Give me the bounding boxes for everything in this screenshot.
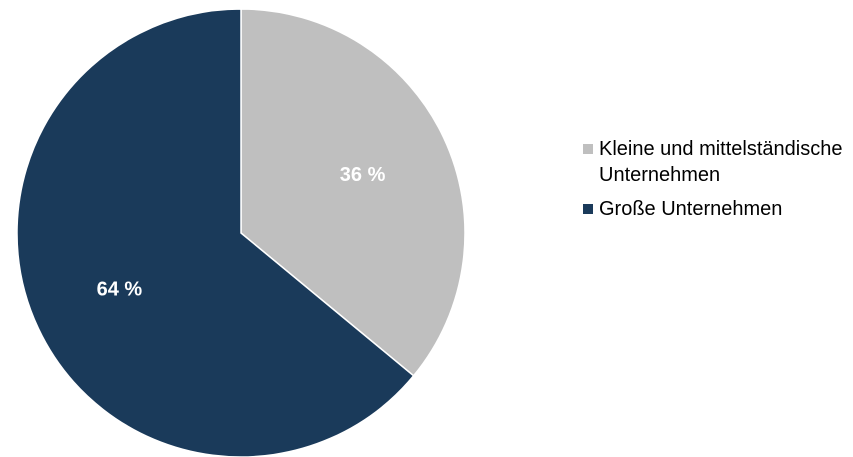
pie-slice-label-1: 64 % (97, 279, 143, 301)
legend-swatch-large (583, 204, 593, 214)
pie-labels: 36 % 64 % (97, 164, 386, 300)
legend: Kleine und mittelständische Unternehmen … (583, 136, 848, 230)
pie-slice-0 (240, 8, 466, 377)
legend-label-small-medium: Kleine und mittelständische Unternehmen (599, 138, 843, 186)
legend-item-small-medium: Kleine und mittelständische Unternehmen (583, 136, 848, 188)
pie-slice-label-0: 36 % (340, 164, 386, 186)
legend-label-large: Große Unternehmen (599, 198, 783, 220)
legend-item-large: Große Unternehmen (583, 196, 848, 222)
pie-slice-1 (16, 8, 415, 457)
legend-swatch-small-medium (583, 144, 593, 154)
pie-slices (16, 8, 466, 457)
